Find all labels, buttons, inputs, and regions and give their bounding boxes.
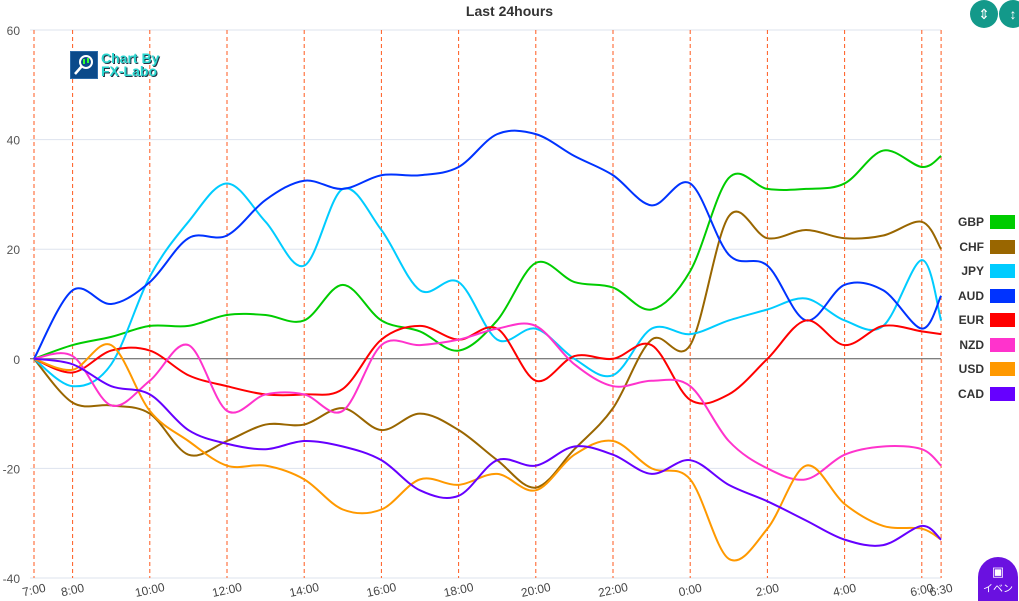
x-tick-label: 20:00	[520, 580, 553, 600]
legend-item-eur[interactable]: EUR	[955, 308, 1015, 333]
x-tick-label: 10:00	[134, 580, 167, 600]
logo-line1: Chart By	[101, 50, 160, 66]
x-tick-label: 4:00	[832, 581, 858, 600]
calendar-icon: ▣	[991, 563, 1005, 579]
x-tick-label: 18:00	[442, 580, 475, 600]
series-line-usd	[33, 343, 942, 562]
x-tick-label: 8:00	[60, 581, 86, 600]
logo-line2: FX-Labo	[101, 63, 157, 79]
magnifier-chart-icon	[70, 51, 98, 79]
x-tick-label: 6:00	[909, 581, 935, 600]
y-tick-label: 20	[7, 243, 21, 257]
legend-item-jpy[interactable]: JPY	[955, 259, 1015, 284]
fx-labo-logo: Chart By FX-Labo	[70, 51, 159, 79]
legend-item-chf[interactable]: CHF	[955, 235, 1015, 260]
legend-label: CHF	[959, 239, 984, 254]
x-tick-label: 12:00	[211, 580, 244, 600]
compress-vertical-icon: ⇕	[978, 5, 990, 22]
legend-item-aud[interactable]: AUD	[955, 284, 1015, 309]
legend-swatch	[990, 288, 1015, 303]
x-tick-label: 14:00	[288, 580, 321, 600]
series-line-chf	[33, 210, 942, 489]
legend-item-cad[interactable]: CAD	[955, 382, 1015, 407]
legend-item-gbp[interactable]: GBP	[955, 210, 1015, 235]
y-tick-label: -20	[3, 462, 21, 476]
legend-label: EUR	[958, 313, 984, 328]
y-tick-label: 40	[7, 134, 21, 148]
legend-item-usd[interactable]: USD	[955, 357, 1015, 382]
y-tick-label: 0	[13, 353, 20, 367]
legend-swatch	[990, 337, 1015, 352]
x-tick-label: 6:30	[928, 581, 954, 600]
legend-swatch	[990, 239, 1015, 254]
series-line-eur	[33, 319, 942, 405]
series-line-jpy	[33, 182, 943, 388]
expand-vertical-icon: ↕	[1009, 6, 1017, 22]
y-tick-label: 60	[7, 24, 21, 38]
legend-label: NZD	[959, 337, 984, 352]
legend-label: AUD	[958, 288, 984, 303]
series-line-cad	[33, 357, 942, 547]
chart-title: Last 24hours	[465, 3, 554, 19]
x-tick-label: 2:00	[755, 581, 781, 600]
event-button-label: イベン	[983, 583, 1013, 595]
y-tick-label: -40	[3, 572, 21, 586]
event-button[interactable]: ▣ イベン	[978, 557, 1018, 601]
legend-label: GBP	[957, 215, 984, 230]
legend-label: JPY	[961, 264, 984, 279]
legend-label: CAD	[958, 386, 984, 401]
legend-item-nzd[interactable]: NZD	[955, 333, 1015, 358]
x-tick-label: 0:00	[677, 581, 703, 600]
legend-swatch	[990, 362, 1015, 377]
expand-button[interactable]: ↕	[999, 0, 1019, 28]
collapse-button[interactable]: ⇕	[970, 0, 998, 28]
legend: GBP CHF JPY AUD EUR NZD USD CAD	[955, 210, 1015, 406]
legend-swatch	[990, 264, 1015, 279]
series-line-gbp	[33, 149, 942, 360]
x-tick-label: 22:00	[597, 580, 630, 600]
x-tick-label: 16:00	[365, 580, 398, 600]
legend-swatch	[990, 215, 1015, 230]
x-tick-label: 7:00	[21, 581, 47, 600]
legend-swatch	[990, 313, 1015, 328]
legend-label: USD	[958, 362, 984, 377]
legend-swatch	[990, 386, 1015, 401]
series-line-nzd	[33, 322, 942, 481]
